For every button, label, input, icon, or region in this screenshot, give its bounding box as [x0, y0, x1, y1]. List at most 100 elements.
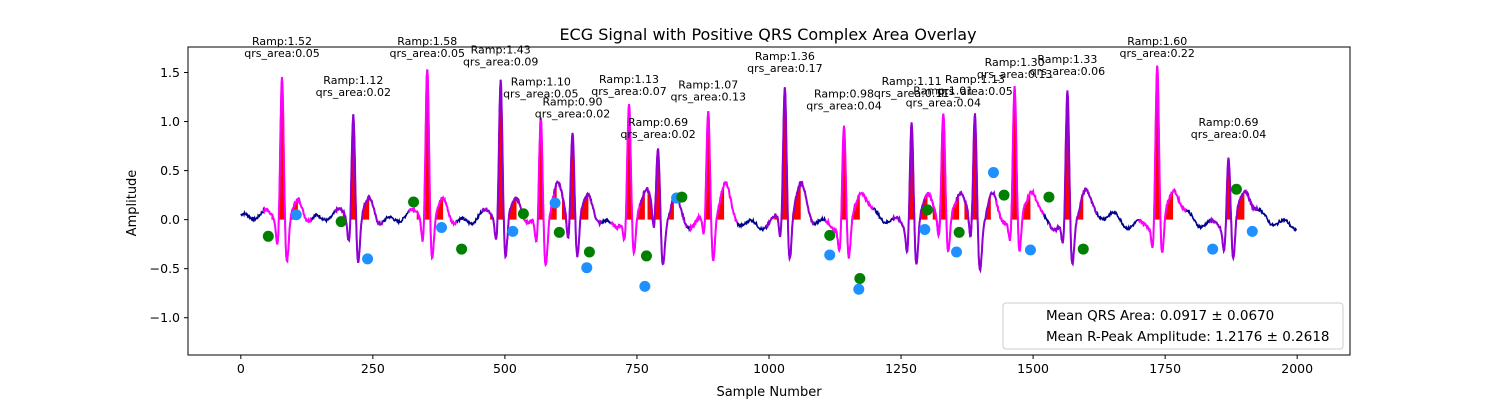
qrs-offset-marker — [553, 226, 565, 238]
qrs-offset-marker — [676, 191, 688, 203]
r-peak-ramp-label: Ramp:0.90 — [542, 95, 602, 108]
qrs-area-fill — [932, 113, 960, 220]
r-peak-area-label: qrs_area:0.09 — [463, 55, 538, 68]
r-peak-area-label: qrs_area:0.17 — [747, 62, 822, 75]
qrs-onset-marker — [436, 221, 448, 233]
x-tick-label: 750 — [625, 361, 649, 376]
qrs-area-fill — [1146, 65, 1174, 220]
qrs-onset-marker — [824, 249, 836, 261]
r-peak-area-label: qrs_area:0.04 — [906, 97, 981, 110]
r-peak-area-label: qrs_area:0.05 — [937, 85, 1012, 98]
chart-title: ECG Signal with Positive QRS Complex Are… — [559, 25, 976, 44]
r-peak-area-label: qrs_area:0.06 — [1030, 65, 1105, 78]
y-axis-label: Amplitude — [125, 170, 140, 237]
qrs-area-fill — [647, 148, 674, 220]
r-peak-area-label: qrs_area:0.07 — [591, 85, 666, 98]
qrs-segment-path — [408, 69, 458, 261]
x-tick-label: 1250 — [885, 361, 917, 376]
x-tick-label: 1500 — [1017, 361, 1049, 376]
r-peak-area-label: qrs_area:0.05 — [244, 47, 319, 60]
qrs-onset-marker — [362, 253, 374, 265]
qrs-offset-marker — [640, 250, 652, 262]
qrs-area-fill — [697, 111, 725, 220]
qrs-onset-marker — [951, 246, 963, 258]
qrs-offset-marker — [998, 189, 1010, 201]
qrs-onset-marker — [1207, 243, 1219, 255]
qrs-segment-path — [262, 76, 312, 264]
legend-entry-mean-qrs-area: Mean QRS Area: 0.0917 ± 0.0670 — [1046, 308, 1274, 324]
r-peak-ramp-label: Ramp:1.36 — [755, 50, 815, 63]
qrs-offset-marker — [1077, 243, 1089, 255]
qrs-offset-marker — [335, 216, 347, 228]
r-peak-ramp-label: Ramp:1.13 — [945, 73, 1005, 86]
r-peak-ramp-label: Ramp:1.10 — [511, 76, 571, 89]
y-tick-label: 0.5 — [160, 163, 180, 178]
legend-box — [1002, 302, 1344, 350]
r-peak-ramp-label: Ramp:0.69 — [628, 116, 688, 129]
r-peak-ramp-label: Ramp:0.69 — [1198, 116, 1258, 129]
x-axis: 0 250 500 750 1000 1250 1500 1750 2000 — [237, 355, 1313, 376]
qrs-area-fill — [342, 114, 370, 220]
legend-entry-mean-r-peak-amplitude: Mean R-Peak Amplitude: 1.2176 ± 0.2618 — [1046, 329, 1330, 345]
y-tick-label: 1.5 — [160, 65, 180, 80]
qrs-offset-marker — [921, 204, 933, 216]
qrs-offset-marker — [408, 196, 420, 208]
qrs-onset-marker — [1024, 244, 1036, 256]
qrs-segment-path — [333, 114, 384, 264]
r-peak-ramp-label: Ramp:1.58 — [397, 35, 457, 48]
x-tick-label: 250 — [361, 361, 385, 376]
y-tick-label: −0.5 — [150, 261, 180, 276]
qrs-onset-marker — [987, 167, 999, 179]
qrs-onset-marker — [549, 197, 561, 209]
qrs-segment-path — [1137, 65, 1187, 253]
qrs-segment-path — [553, 132, 603, 258]
qrs-area-fill — [1004, 86, 1031, 220]
qrs-offset-marker — [854, 272, 866, 284]
r-peak-area-label: qrs_area:0.05 — [503, 88, 578, 101]
y-axis: −1.0 −0.5 0.0 0.5 1.0 1.5 — [150, 65, 188, 325]
qrs-offset-marker — [953, 226, 965, 238]
qrs-boundary-markers — [262, 167, 1258, 295]
qrs-segment-path — [1048, 90, 1098, 267]
qrs-offset-marker — [456, 243, 468, 255]
r-peak-area-label: qrs_area:0.02 — [535, 107, 610, 120]
legend: Mean QRS Area: 0.0917 ± 0.0670 Mean R-Pe… — [1002, 302, 1344, 350]
plot-area — [240, 65, 1298, 295]
x-tick-label: 1000 — [753, 361, 785, 376]
r-peak-area-label: qrs_area:0.04 — [806, 100, 881, 113]
r-peak-ramp-label: Ramp:1.13 — [599, 73, 659, 86]
r-peak-ramp-label: Ramp:1.07 — [678, 79, 738, 92]
x-tick-label: 1750 — [1149, 361, 1181, 376]
qrs-area-fill — [833, 125, 860, 220]
x-tick-label: 500 — [493, 361, 517, 376]
x-axis-label: Sample Number — [716, 385, 822, 400]
r-peak-ramp-label: Ramp:1.11 — [882, 75, 942, 88]
qrs-area-fills — [271, 65, 1245, 220]
r-peak-ramp-label: Ramp:1.33 — [1037, 53, 1097, 66]
qrs-offset-marker — [1230, 183, 1242, 195]
x-tick-label: 0 — [237, 361, 245, 376]
qrs-onset-marker — [290, 209, 302, 221]
r-peak-ramp-label: Ramp:1.12 — [323, 74, 383, 87]
qrs-offset-marker — [583, 246, 595, 258]
r-peak-area-label: qrs_area:0.13 — [977, 68, 1052, 81]
qrs-area-fill — [530, 117, 557, 220]
r-peak-area-label: qrs_area:0.02 — [620, 128, 695, 141]
qrs-onset-marker — [639, 280, 651, 292]
qrs-segment-path — [765, 87, 815, 263]
qrs-offset-marker — [1043, 191, 1055, 203]
qrs-segment-path — [995, 86, 1045, 252]
qrs-area-fill — [490, 79, 517, 220]
qrs-offset-marker — [517, 208, 529, 220]
x-tick-label: 2000 — [1281, 361, 1313, 376]
qrs-segment-path — [1209, 157, 1259, 262]
qrs-onset-marker — [1246, 225, 1258, 237]
r-peak-ramp-label: Ramp:1.52 — [252, 35, 312, 48]
r-peak-area-label: qrs_area:0.22 — [1119, 47, 1194, 60]
qrs-onset-marker — [919, 223, 931, 235]
qrs-segment-path — [824, 125, 874, 259]
y-tick-label: 1.0 — [160, 114, 180, 129]
qrs-area-fill — [1217, 157, 1245, 220]
qrs-onset-marker — [507, 225, 519, 237]
qrs-segment-path — [688, 111, 739, 262]
